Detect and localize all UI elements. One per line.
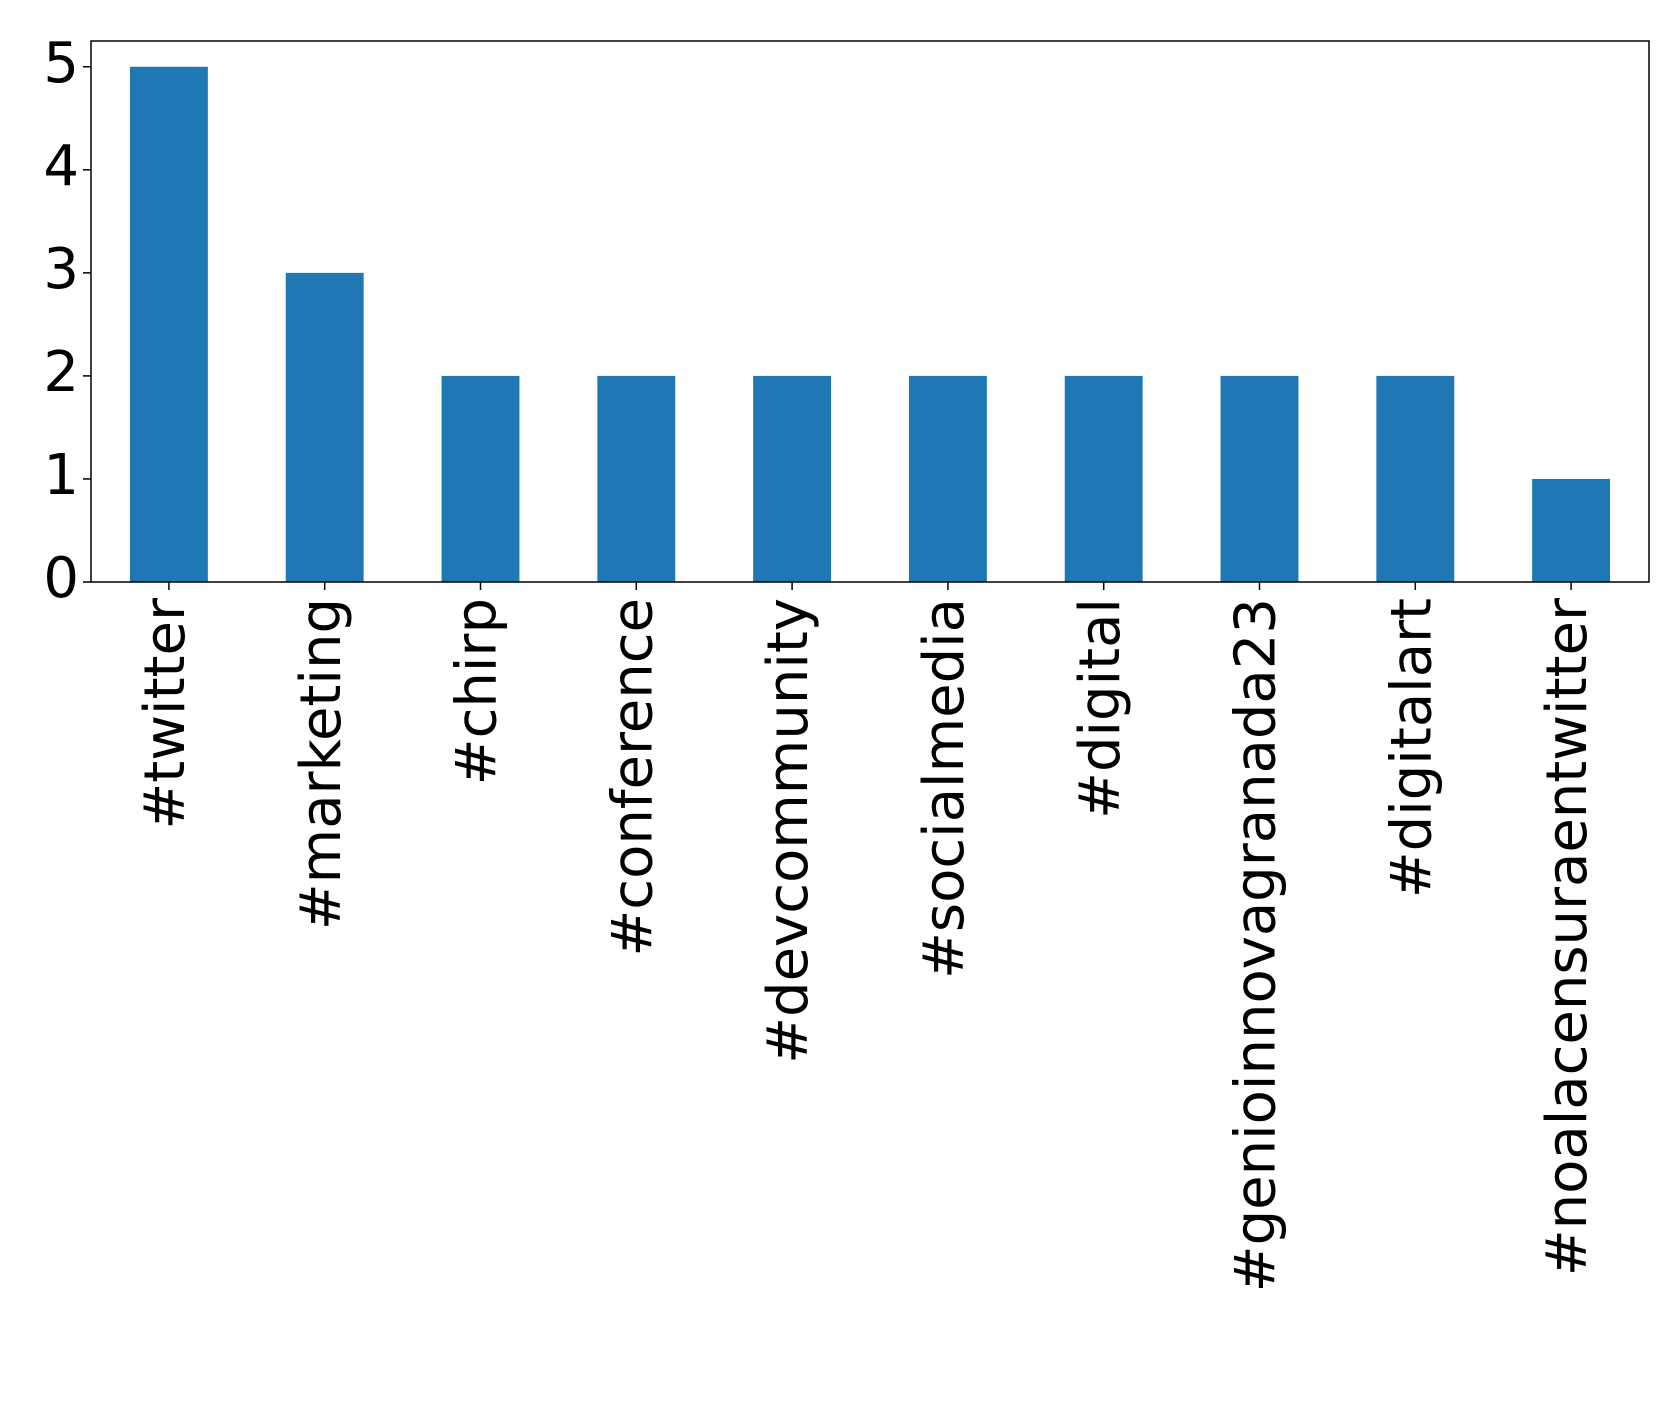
bar	[1376, 375, 1455, 582]
bar	[1064, 375, 1143, 582]
x-tick-label: #digital	[1068, 598, 1133, 819]
plot-frame	[90, 40, 1650, 583]
x-tick-label: #conference	[600, 598, 665, 957]
bar	[753, 375, 832, 582]
y-tick-label: 1	[43, 443, 79, 508]
x-tick-label: #socialmedia	[912, 598, 977, 979]
y-tick-label: 5	[43, 31, 79, 96]
bar	[129, 66, 208, 582]
x-tick-label: #noalacensuraentwitter	[1535, 597, 1600, 1276]
y-tick-label: 4	[43, 134, 79, 199]
y-tick-label: 3	[43, 237, 79, 302]
bar	[908, 375, 987, 582]
bar	[1220, 375, 1299, 582]
x-tick-label: #devcommunity	[756, 598, 821, 1064]
bar	[1532, 478, 1611, 582]
x-tick-label: #digitalart	[1379, 598, 1444, 898]
x-tick-label: #chirp	[445, 598, 510, 785]
bar	[597, 375, 676, 582]
y-tick-label: 2	[43, 340, 79, 405]
x-tick-label: #twitter	[133, 597, 198, 830]
bar	[441, 375, 520, 582]
bar	[285, 272, 364, 582]
x-tick-label: #genioinnovagranada23	[1224, 598, 1289, 1292]
x-tick-label: #marketing	[289, 598, 354, 930]
y-tick-label: 0	[43, 546, 79, 611]
